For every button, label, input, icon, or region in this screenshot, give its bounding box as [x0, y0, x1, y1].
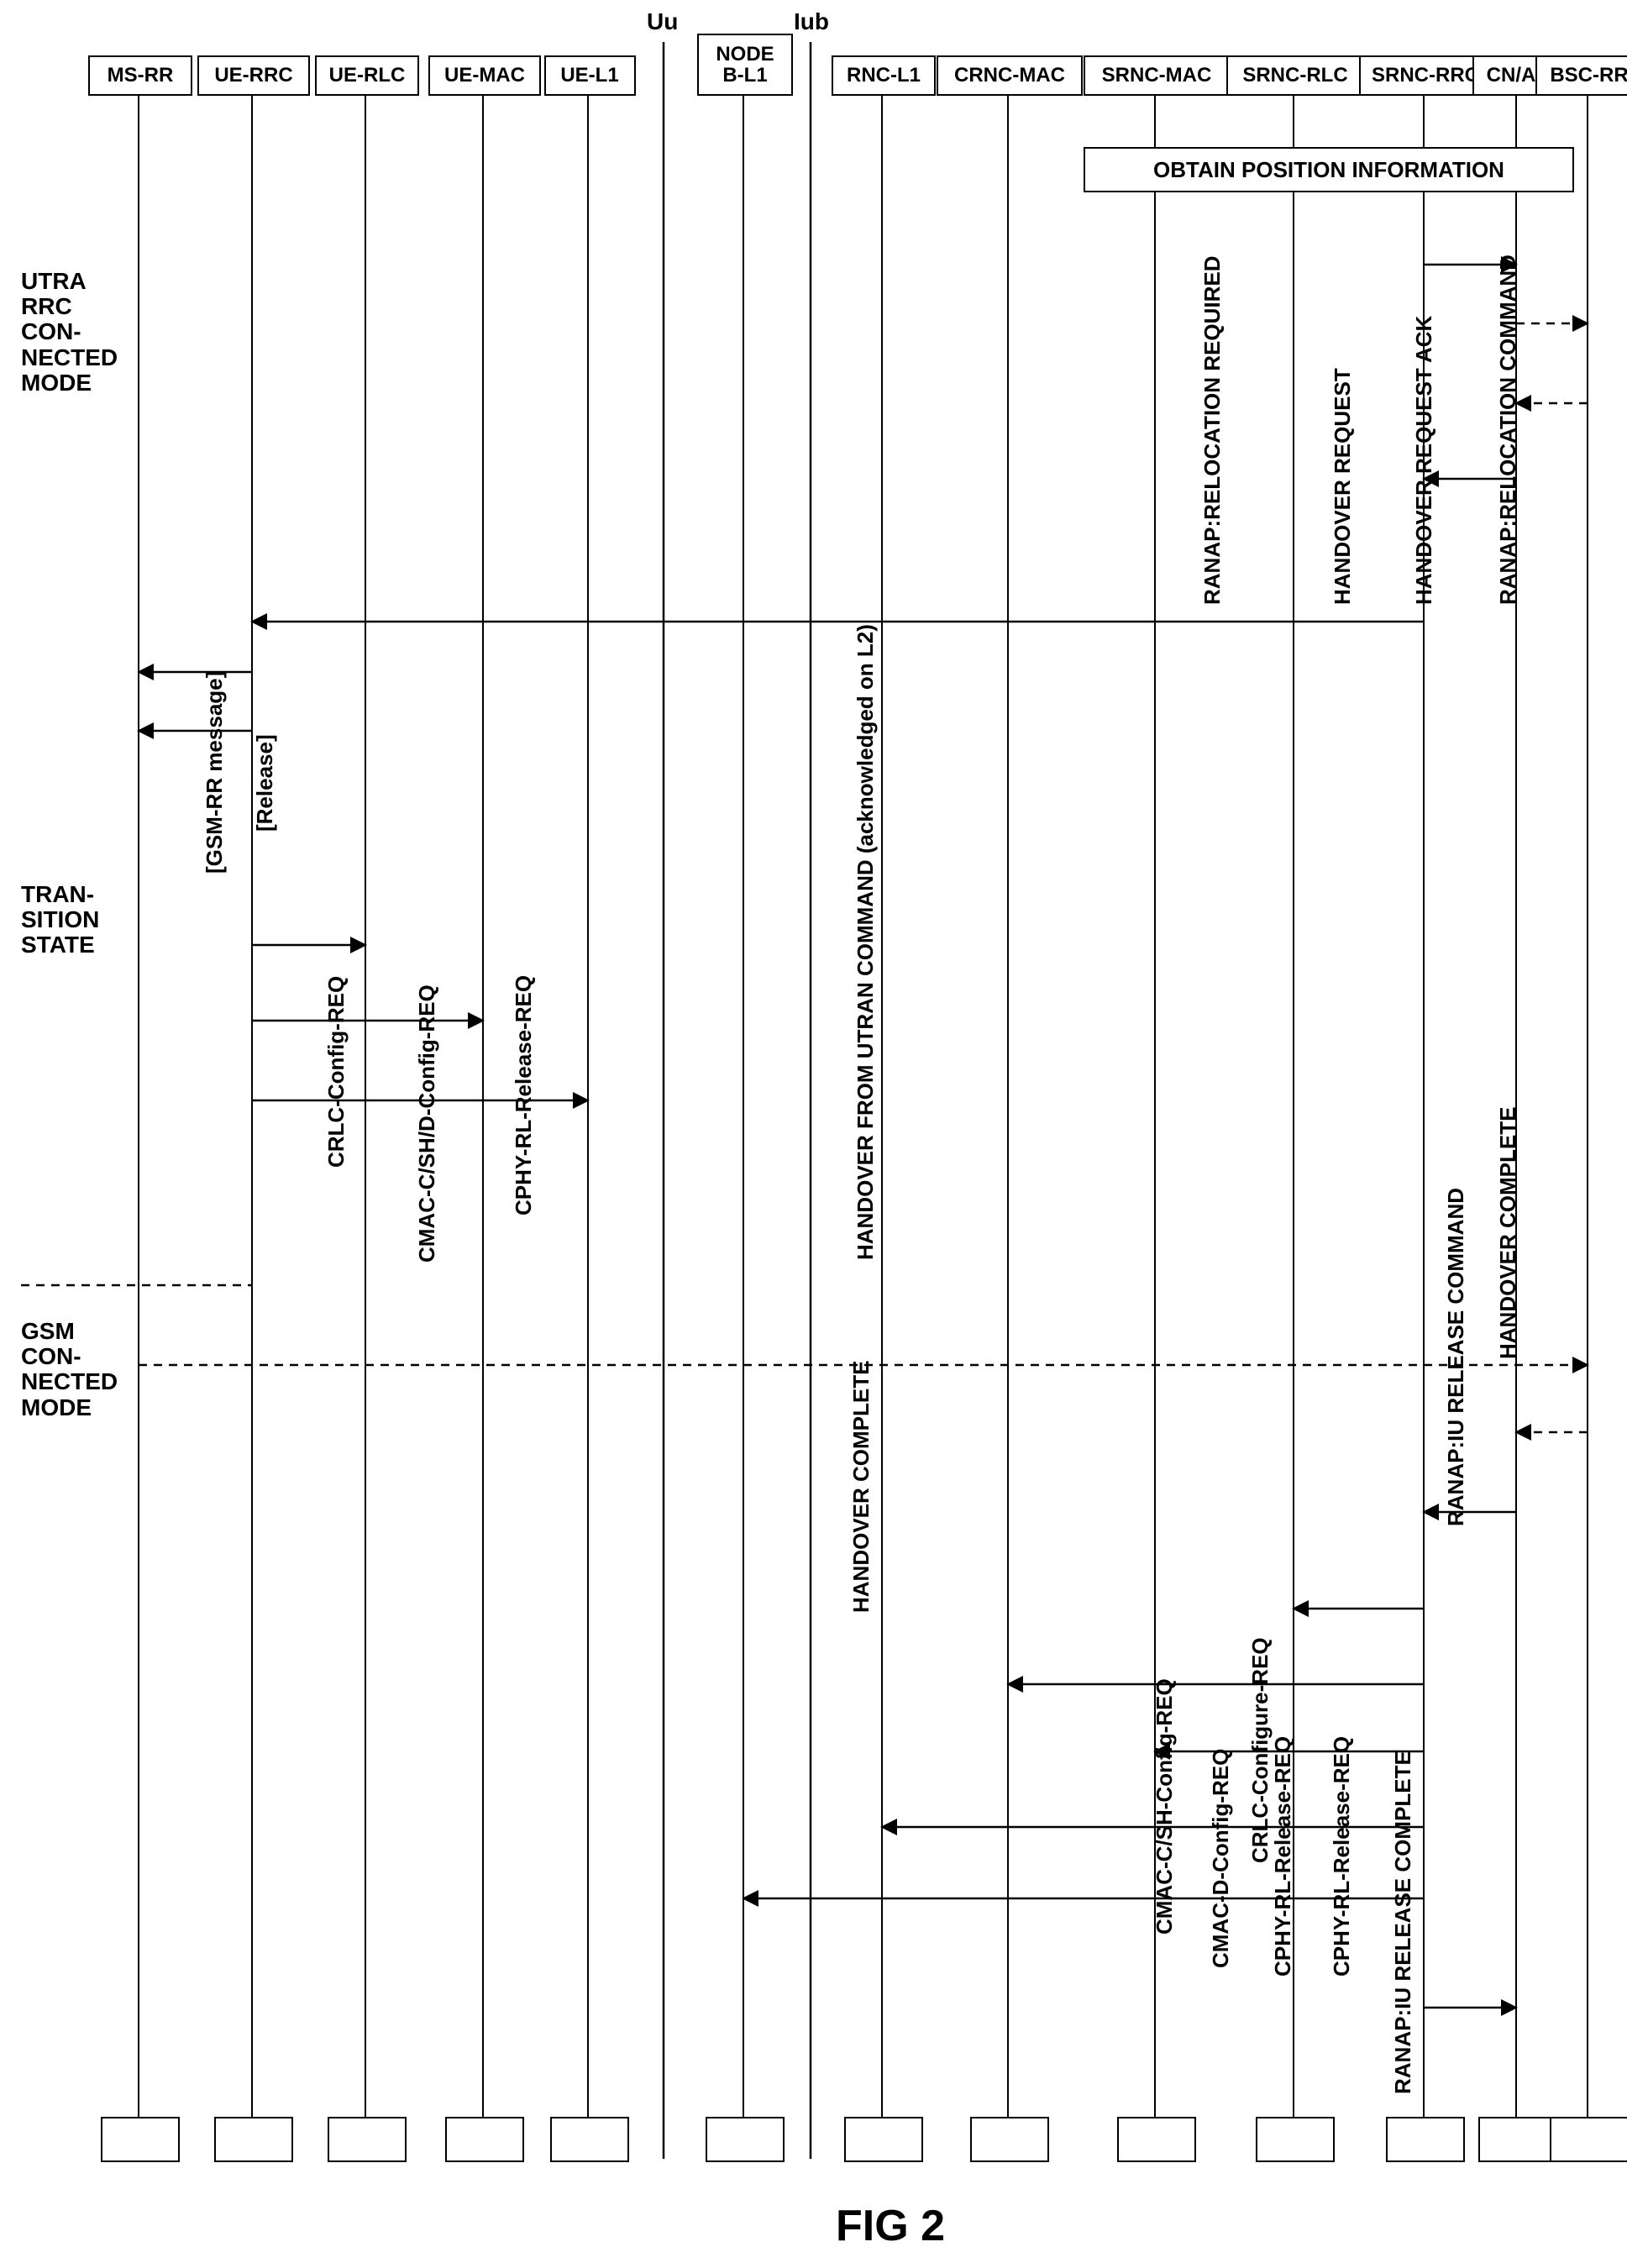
msg-ranap-iu-rel-cmd: RANAP:IU RELEASE COMMAND — [1443, 1188, 1469, 1526]
terminator-ms-rr — [101, 2117, 180, 2162]
lifeline-ue-l1 — [587, 92, 590, 2117]
msg-handover-complete: HANDOVER COMPLETE — [848, 1361, 874, 1613]
interface-uu: Uu — [647, 8, 678, 35]
msg-release: [Release] — [252, 734, 278, 832]
terminator-srnc-rrc — [1386, 2117, 1465, 2162]
entity-node-b-l1: NODEB-L1 — [697, 34, 793, 96]
gsm-state: GSMCON-NECTEDMODE — [21, 1319, 118, 1420]
terminator-srnc-rlc — [1256, 2117, 1335, 2162]
msg-cphy-rl-release-2: CPHY-RL-Release-REQ — [1329, 1736, 1355, 1977]
terminator-cn-as — [1478, 2117, 1557, 2162]
msg-handover-req-ack: HANDOVER REQUEST ACK — [1411, 316, 1437, 605]
terminator-ue-mac — [445, 2117, 524, 2162]
lifeline-ue-rlc — [365, 92, 367, 2117]
msg-cmac-csh-config: CMAC-C/SH-Config-REQ — [1152, 1678, 1178, 1935]
msg-ho-from-utran: HANDOVER FROM UTRAN COMMAND (acknowledge… — [853, 624, 879, 1260]
interface-iub: Iub — [794, 8, 829, 35]
msg-cmac-config-req-ue: CMAC-C/SH/D-Config-REQ — [414, 984, 440, 1263]
entity-ue-l1: UE-L1 — [544, 55, 636, 96]
entity-srnc-mac: SRNC-MAC — [1084, 55, 1230, 96]
terminator-crnc-mac — [970, 2117, 1049, 2162]
msg-gsm-rr-msg: [GSM-RR message] — [202, 671, 228, 874]
entity-rnc-l1: RNC-L1 — [832, 55, 936, 96]
entity-srnc-rlc: SRNC-RLC — [1226, 55, 1364, 96]
msg-ranap-reloc-cmd: RANAP:RELOCATION COMMAND — [1495, 255, 1521, 605]
msg-handover-complete2: HANDOVER COMPLETE — [1495, 1107, 1521, 1359]
msg-ranap-reloc-req: RANAP:RELOCATION REQUIRED — [1199, 255, 1225, 605]
terminator-ue-l1 — [550, 2117, 629, 2162]
terminator-ue-rlc — [328, 2117, 407, 2162]
entity-crnc-mac: CRNC-MAC — [937, 55, 1083, 96]
terminator-bsc-rr — [1550, 2117, 1627, 2162]
lifeline-node-b-l1 — [743, 92, 745, 2117]
entity-ms-rr: MS-RR — [88, 55, 192, 96]
obtain-pos: OBTAIN POSITION INFORMATION — [1084, 147, 1574, 192]
lifeline-crnc-mac — [1007, 92, 1010, 2117]
msg-cmac-d-config: CMAC-D-Config-REQ — [1208, 1749, 1234, 1968]
msg-ranap-iu-rel-comp: RANAP:IU RELEASE COMPLETE — [1390, 1751, 1416, 2094]
transition-state: TRAN-SITIONSTATE — [21, 882, 99, 958]
terminator-node-b-l1 — [706, 2117, 785, 2162]
sequence-arrows-layer — [0, 0, 1627, 2268]
utra-state: UTRARRCCON-NECTEDMODE — [21, 269, 118, 396]
entity-ue-rrc: UE-RRC — [197, 55, 310, 96]
msg-cphy-rl-release-1: CPHY-RL-Release-REQ — [1270, 1736, 1296, 1977]
entity-ue-mac: UE-MAC — [428, 55, 541, 96]
entity-bsc-rr: BSC-RR — [1535, 55, 1627, 96]
msg-crlc-config-req-ue: CRLC-Config-REQ — [323, 976, 349, 1168]
entity-ue-rlc: UE-RLC — [315, 55, 419, 96]
lifeline-ms-rr — [138, 92, 140, 2117]
figure-caption: FIG 2 — [836, 2201, 945, 2251]
terminator-ue-rrc — [214, 2117, 293, 2162]
lifeline-ue-mac — [482, 92, 485, 2117]
terminator-srnc-mac — [1117, 2117, 1196, 2162]
lifeline-bsc-rr — [1587, 92, 1589, 2117]
terminator-rnc-l1 — [844, 2117, 923, 2162]
lifeline-rnc-l1 — [881, 92, 884, 2117]
lifeline-ue-rrc — [251, 92, 254, 2117]
msg-handover-request: HANDOVER REQUEST — [1330, 368, 1356, 605]
msg-cphy-release-req-ue: CPHY-RL-Release-REQ — [511, 975, 537, 1215]
